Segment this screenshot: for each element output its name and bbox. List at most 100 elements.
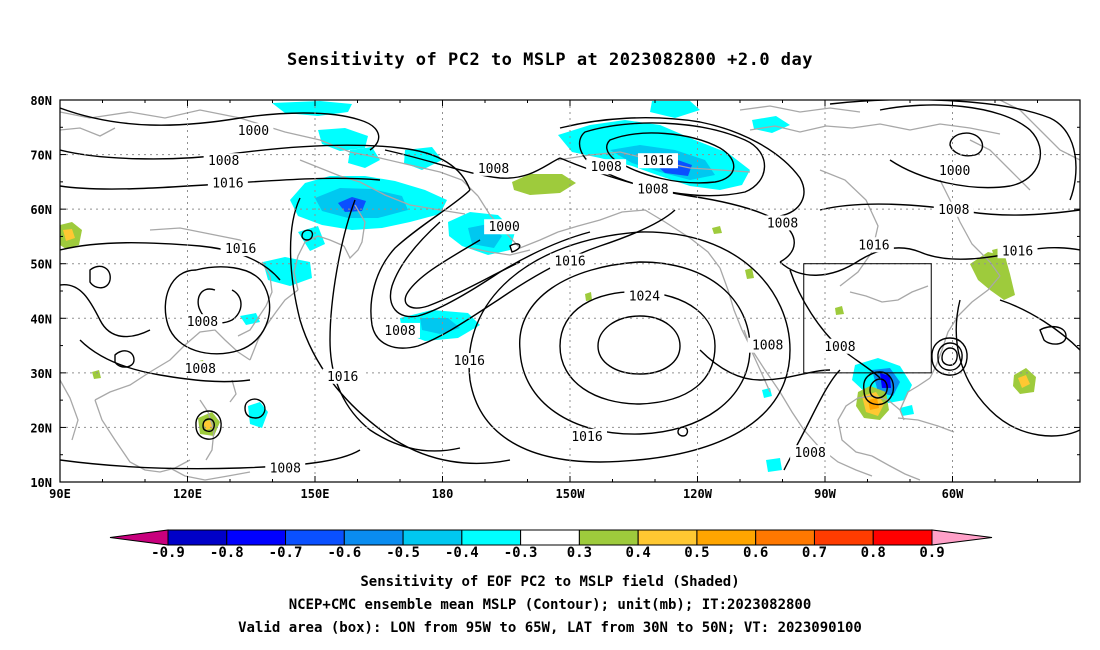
caption-valid-area: Valid area (box): LON from 95W to 65W, L…: [238, 620, 862, 636]
contour-label: 1016: [212, 177, 243, 192]
colorbar-high-tip: [931, 529, 993, 546]
contour-labels: 1000 1008 1016 1008 1008 1016 1008 1000 1008 1008…: [180, 123, 1038, 476]
shade-pacificnw-green: [712, 226, 722, 234]
coast-cuba: [897, 417, 955, 433]
colorbar-label: 0.7: [802, 545, 827, 561]
colorbar-label: -0.6: [327, 545, 361, 561]
contour-1008-central: [559, 157, 795, 263]
map-title: Sensitivity of PC2 to MSLP at 2023082800…: [286, 50, 813, 70]
contour-label-bg: [934, 163, 975, 179]
contour-1008-asia2: [79, 339, 251, 383]
contour-label-bg: [207, 175, 248, 191]
contour-label-bg: [637, 153, 678, 169]
shade-okhotsk-cyan: [263, 257, 312, 286]
contour-label-bg: [203, 153, 244, 169]
coast-asia-arctic2: [60, 127, 116, 137]
colorbar-swatch: [343, 529, 404, 546]
lon-label: 90W: [814, 487, 836, 501]
contour-atl-low-3: [931, 337, 968, 376]
coast-asia-arctic: [60, 109, 479, 197]
colorbar: [109, 529, 993, 546]
contour-misc-ring-3: [301, 229, 314, 241]
shade-pacific2-green: [585, 292, 592, 301]
contour-misc-ring-1: [244, 398, 266, 419]
caption-shading: Sensitivity of EOF PC2 to MSLP field (Sh…: [360, 574, 740, 590]
shade-kara-cyan2: [348, 147, 380, 168]
coast-kamchatka: [343, 204, 366, 260]
contour-1008-south: [60, 449, 361, 470]
colorbar-swatch: [813, 529, 874, 546]
shade-philippine-cyan: [248, 402, 268, 428]
contour-trough-3: [404, 239, 521, 309]
shade-alaska-green: [512, 174, 576, 195]
lon-label: 150E: [301, 487, 330, 501]
lon-label: 180: [432, 487, 454, 501]
colorbar-label: 0.6: [743, 545, 768, 561]
coast-florida: [899, 377, 931, 421]
coast-philippines: [199, 399, 215, 461]
coast-gulf: [837, 395, 901, 457]
coast-greenland: [999, 100, 1080, 161]
contour-label: 1008: [590, 160, 621, 175]
contour-trough-1: [370, 189, 676, 349]
coast-china: [94, 329, 251, 401]
colorbar-swatch: [402, 529, 463, 546]
contour-label: 1008: [824, 340, 855, 355]
lon-label: 120W: [683, 487, 713, 501]
contour-label: 1008: [938, 203, 969, 218]
coast-korea-japan: [249, 289, 299, 361]
contour-label: 1008: [208, 154, 239, 169]
contour-misc-ring-4: [114, 350, 135, 368]
shade-laptev-cyan: [404, 147, 442, 170]
contour-label-bg: [632, 181, 673, 197]
coast-greatlakes: [849, 285, 929, 303]
colorbar-label: 0.5: [684, 545, 709, 561]
coastlines: [60, 100, 1080, 481]
contour-label-bg: [567, 428, 607, 444]
shade-siberia-darkblue: [338, 197, 366, 212]
shade-northpole-cyan: [650, 101, 700, 118]
colorbar-swatch: [520, 529, 580, 546]
colorbar-labels: -0.9 -0.8 -0.7 -0.6 -0.5 -0.4 -0.3 0.3 0.4 0.5 0.6…: [151, 545, 945, 561]
contour-label: 1000: [238, 124, 269, 139]
axis-ticks: [59, 99, 1081, 483]
contour-scs-ring: [89, 265, 111, 289]
contour-phil-ring-1: [202, 418, 215, 433]
colorbar-label: 0.8: [861, 545, 886, 561]
contour-label-bg: [819, 338, 860, 354]
contour-label: 1008: [185, 362, 216, 377]
contour-label: 1016: [225, 242, 256, 257]
coast-canadian-arctic2: [739, 105, 861, 113]
shade-canadianarctic-cyan: [752, 116, 790, 133]
lat-label: 20N: [30, 421, 52, 435]
lat-label: 40N: [30, 312, 52, 326]
contour-na-1016: [779, 247, 1080, 276]
contour-1016-asia: [60, 242, 281, 281]
shade-pacificmx-cyan: [766, 458, 782, 472]
contour-label-bg: [265, 460, 306, 476]
colorbar-low-tip: [109, 529, 169, 546]
contour-label: 1024: [629, 290, 660, 305]
contour-1016-east: [559, 117, 805, 217]
contour-label: 1016: [454, 354, 485, 369]
coast-aleutians: [469, 247, 531, 256]
colorbar-label: -0.5: [386, 545, 420, 561]
contour-label: 1008: [637, 183, 668, 198]
contour-trough-4: [509, 243, 521, 253]
contour-ne-1000: [879, 104, 1041, 189]
contour-label-bg: [933, 201, 974, 217]
colorbar-label: -0.8: [210, 545, 244, 561]
colorbar-swatch: [578, 529, 639, 546]
shade-caribbean-cyan: [762, 388, 772, 398]
lat-label: 80N: [30, 94, 52, 108]
contour-atl-ring: [1039, 325, 1067, 345]
colorbar-swatch: [285, 529, 345, 546]
colorbar-label: 0.4: [626, 545, 651, 561]
contour-label-bg: [997, 243, 1038, 259]
contour-low-beaufort: [606, 132, 735, 184]
mslp-contours: [60, 100, 1080, 471]
shade-gulf-darkblue: [880, 373, 891, 388]
coast-alaska: [557, 209, 721, 269]
contour-1000-west: [60, 107, 380, 151]
contour-label-bg: [380, 322, 420, 338]
